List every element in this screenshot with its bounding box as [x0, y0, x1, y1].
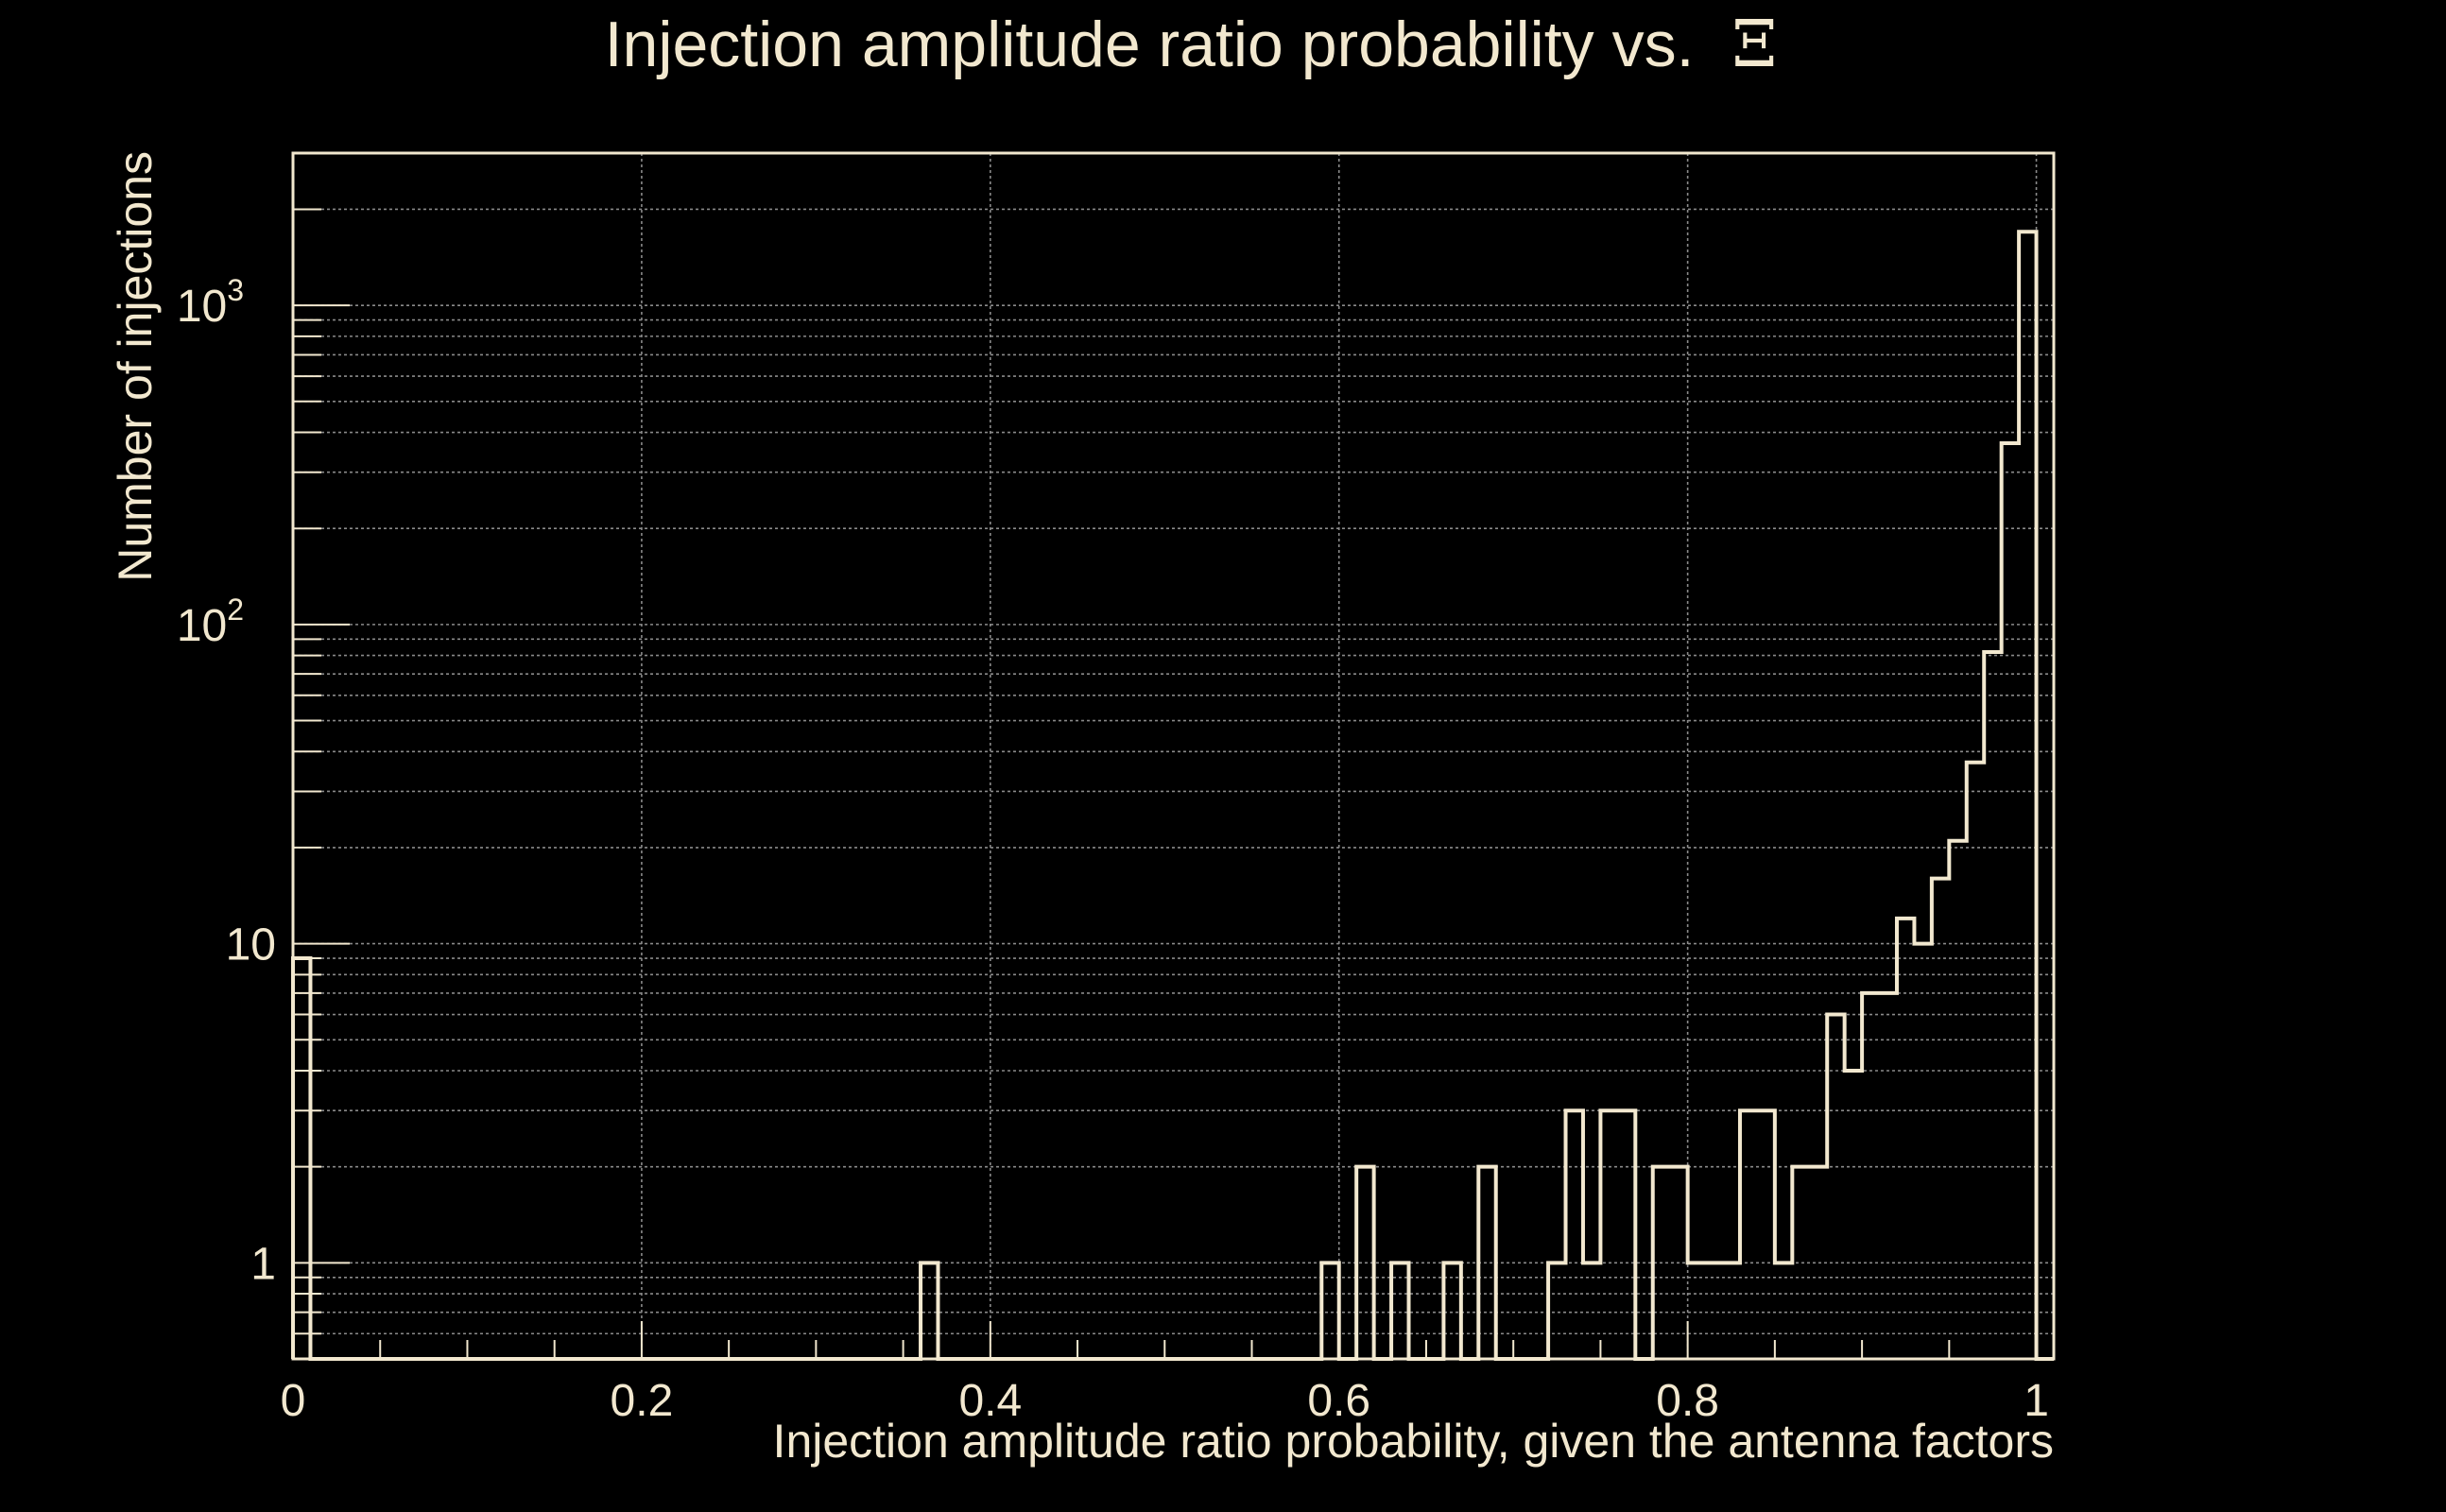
y-tick-label-base: 10: [226, 920, 276, 971]
histogram-bin: [1897, 919, 1914, 1359]
histogram-bin: [1845, 1071, 1862, 1359]
histogram-bin: [1548, 1263, 1565, 1359]
y-tick-label-base: 1: [250, 1239, 276, 1289]
histogram-bin: [1757, 1110, 1774, 1359]
histogram-bin: [1792, 1167, 1809, 1359]
histogram-bin: [1705, 1263, 1722, 1359]
y-axis-label: Number of injections: [109, 151, 162, 582]
histogram-bin: [1775, 1263, 1792, 1359]
histogram-bin: [2002, 443, 2019, 1359]
histogram-bin: [1862, 993, 1879, 1359]
axis-ticks: [292, 152, 2038, 1360]
y-tick-label: 102: [177, 593, 244, 651]
x-tick-label: 0: [281, 1376, 306, 1426]
x-tick-labels: 0 0.2 0.4 0.6 0.8 1: [281, 1376, 2049, 1426]
histogram-bin: [1932, 879, 1949, 1359]
histogram-bin: [1810, 1167, 1827, 1359]
histogram-bin: [1566, 1110, 1583, 1359]
x-tick-label: 0.2: [611, 1376, 674, 1426]
histogram-bin: [1688, 1263, 1705, 1359]
x-tick-label: 1: [2024, 1376, 2049, 1426]
chart-title-symbol: Ξ: [1731, 8, 1777, 82]
y-tick-label-base: 10: [177, 601, 227, 651]
histogram-bin: [1478, 1167, 1495, 1359]
histogram-bin: [1827, 1015, 1844, 1359]
histogram-bin: [1880, 993, 1897, 1359]
y-tick-label-exponent: 2: [227, 593, 244, 627]
y-tick-label: 103: [177, 273, 244, 332]
histogram-bin: [1670, 1167, 1687, 1359]
x-tick-label: 0.6: [1307, 1376, 1370, 1426]
histogram-bin: [1967, 763, 1984, 1359]
y-tick-label: 1: [250, 1239, 276, 1289]
histogram-bin: [1914, 944, 1931, 1359]
histogram-bin: [1618, 1110, 1635, 1359]
plot-frame: [291, 151, 2056, 1361]
histogram-bin: [1723, 1263, 1740, 1359]
histogram-bin: [1600, 1110, 1617, 1359]
histogram-bin: [1949, 841, 1966, 1359]
histogram-bin: [1443, 1263, 1460, 1359]
y-tick-label: 10: [226, 920, 276, 971]
x-tick-label: 0.4: [958, 1376, 1022, 1426]
chart-title: Injection amplitude ratio probability vs…: [605, 8, 1778, 82]
x-tick-label: 0.8: [1656, 1376, 1719, 1426]
histogram-bin: [1321, 1263, 1338, 1359]
x-axis-label: Injection amplitude ratio probability, g…: [773, 1415, 2054, 1468]
y-tick-label-exponent: 3: [227, 273, 244, 307]
histogram-bin: [1356, 1167, 1373, 1359]
histogram-bin: [1391, 1263, 1408, 1359]
histogram-bin: [293, 958, 310, 1359]
histogram-bin: [921, 1263, 938, 1359]
chart-title-text: Injection amplitude ratio probability vs…: [605, 9, 1695, 80]
y-tick-label-base: 10: [177, 282, 227, 332]
histogram-bin: [1984, 652, 2001, 1359]
histogram-bin: [2019, 232, 2036, 1359]
histogram-bin: [1583, 1263, 1600, 1359]
histogram-bin: [1653, 1167, 1670, 1359]
histogram-bin: [1740, 1110, 1757, 1359]
